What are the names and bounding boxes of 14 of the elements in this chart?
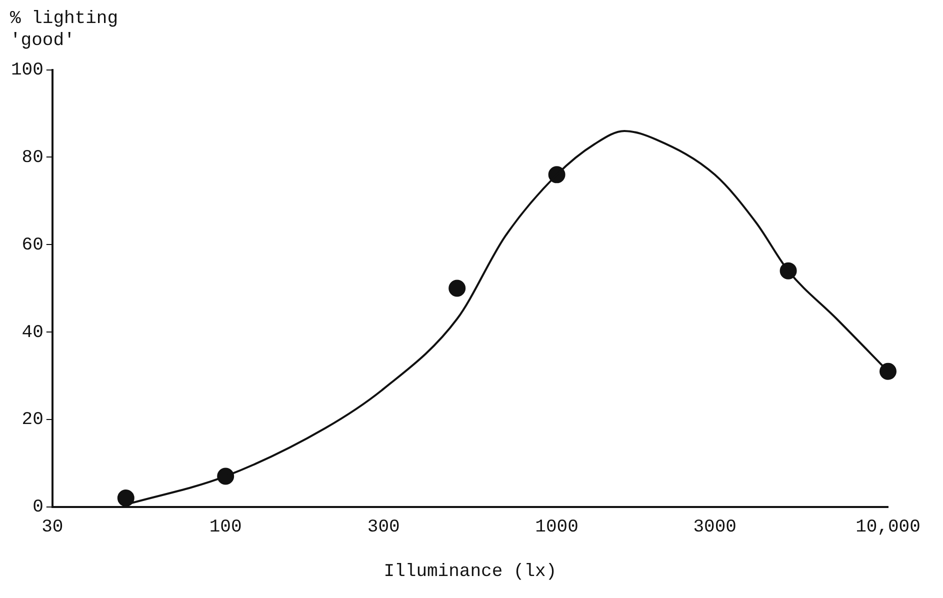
x-tick-label: 100 xyxy=(209,517,242,538)
x-tick-label: 30 xyxy=(42,517,64,538)
y-tick-label: 0 xyxy=(32,498,44,518)
x-tick-label: 3000 xyxy=(693,517,736,538)
x-tick-label: 1000 xyxy=(535,517,578,538)
y-axis-title: % lighting 'good' xyxy=(10,8,120,52)
y-tick-label: 100 xyxy=(11,60,44,81)
y-tick-label: 20 xyxy=(22,410,44,430)
y-tick-label: 40 xyxy=(22,322,44,343)
x-tick-label: 300 xyxy=(367,517,400,538)
x-axis-title: Illuminance (lx) xyxy=(384,562,557,582)
x-tick-label: 10,000 xyxy=(856,517,920,538)
y-tick-label: 60 xyxy=(22,235,44,256)
y-tick-label: 80 xyxy=(22,148,44,168)
